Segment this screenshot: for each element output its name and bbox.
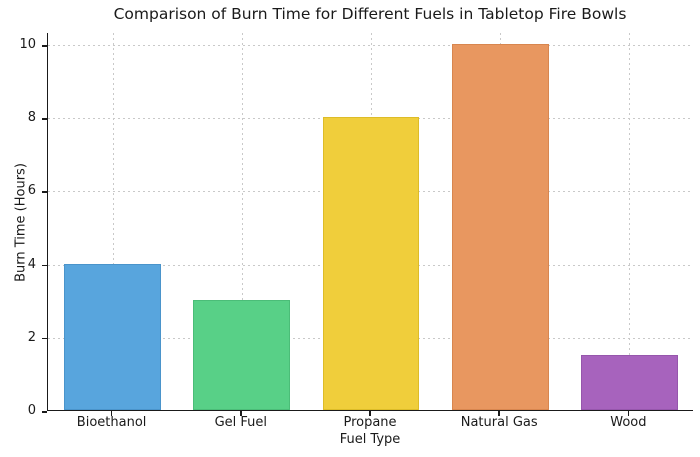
x-tick-label: Gel Fuel [214,415,268,430]
plot-area [47,33,693,411]
x-tick-label: Wood [610,415,647,430]
y-tick-mark [42,45,47,47]
y-tick-label: 0 [27,403,36,418]
bar-bioethanol [64,263,162,410]
y-axis-label: Burn Time (Hours) [13,163,29,282]
h-gridline [48,45,693,47]
x-tick-label: Bioethanol [76,415,147,430]
y-tick-label: 4 [27,256,36,272]
bar-propane [322,117,420,410]
x-tick-mark [369,411,371,416]
y-tick-label: 10 [19,37,36,53]
x-tick-label: Natural Gas [460,415,538,430]
x-tick-mark [627,411,630,416]
bar-gel-fuel [193,300,291,410]
y-tick-mark [42,118,47,120]
v-gridline [629,33,631,410]
y-tick-mark [42,411,47,413]
x-tick-mark [498,411,500,416]
y-tick-label: 2 [27,329,36,345]
bar-wood [580,355,678,410]
y-tick-mark [42,191,47,193]
bar-natural-gas [451,44,549,410]
x-axis-label: Fuel Type [339,432,401,447]
x-tick-label: Propane [343,415,397,430]
y-tick-mark [42,337,47,340]
y-tick-mark [42,264,47,267]
chart-title: Comparison of Burn Time for Different Fu… [113,5,627,23]
y-tick-label: 6 [27,183,36,199]
x-tick-mark [110,411,113,416]
y-tick-label: 8 [27,110,36,126]
x-tick-mark [240,411,242,416]
